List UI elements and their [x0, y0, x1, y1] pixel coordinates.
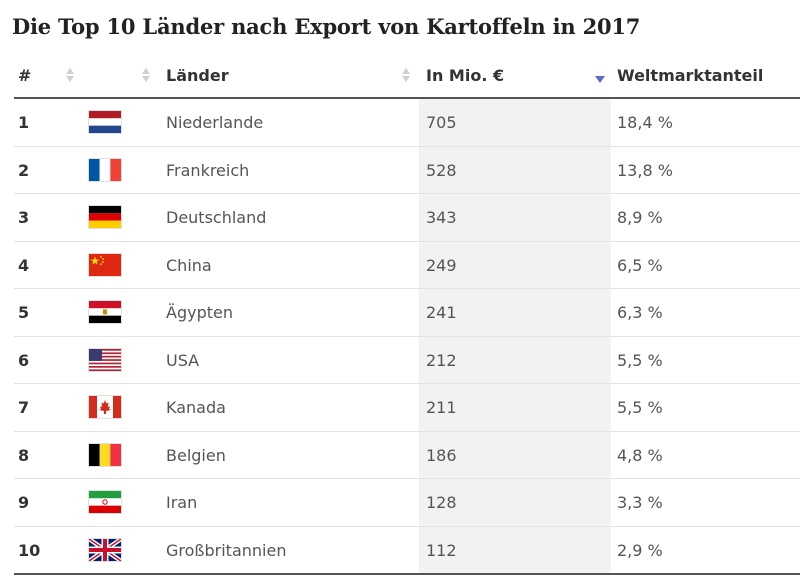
table-row: 5 Ägypten 241 6,3 %: [14, 289, 800, 337]
header-country[interactable]: Länder: [166, 66, 229, 85]
country-cell: Deutschland: [166, 208, 267, 227]
usa-flag-icon: [89, 348, 121, 371]
china-flag-icon: [89, 253, 121, 276]
table-row: 7 Kanada 211 5,5 %: [14, 384, 800, 432]
belgium-flag-icon: [89, 443, 121, 466]
share-cell: 4,8 %: [617, 445, 663, 465]
germany-flag-icon: [89, 206, 121, 228]
value-cell: 212: [426, 350, 457, 370]
share-cell: 18,4 %: [617, 113, 673, 132]
value-cell: 186: [426, 445, 457, 465]
table-row: 4 China 249 6,5 %: [14, 241, 800, 289]
canada-flag-icon: [89, 396, 121, 418]
table-row: 1 Niederlande 705 18,4 %: [14, 99, 800, 147]
egypt-flag-icon: [89, 301, 121, 323]
header-value[interactable]: In Mio. €: [426, 66, 505, 85]
country-cell: USA: [166, 350, 200, 370]
page-title: Die Top 10 Länder nach Export von Kartof…: [12, 14, 641, 39]
france-flag-icon: [89, 158, 121, 181]
share-cell: 2,9 %: [617, 540, 663, 560]
rank-cell: 9: [18, 493, 30, 512]
table-row: 2 Frankreich 528 13,8 %: [14, 146, 800, 194]
export-table: # Länder In Mio. € Weltmarktanteil 1 Nie…: [14, 56, 800, 575]
sort-share-icon[interactable]: [595, 76, 605, 83]
country-cell: Großbritannien: [166, 540, 287, 560]
share-cell: 13,8 %: [617, 160, 673, 180]
rank-cell: 2: [18, 160, 30, 180]
value-cell: 343: [426, 208, 457, 227]
rank-cell: 5: [18, 303, 30, 322]
uk-flag-icon: [89, 538, 121, 561]
share-cell: 8,9 %: [617, 208, 663, 227]
sort-rank-icon[interactable]: [66, 68, 74, 82]
sort-flag-icon[interactable]: [142, 68, 150, 82]
header-rank: #: [18, 66, 32, 85]
value-cell: 528: [426, 160, 457, 180]
rank-cell: 6: [18, 350, 30, 370]
value-cell: 241: [426, 303, 457, 322]
share-cell: 3,3 %: [617, 493, 663, 512]
rank-cell: 3: [18, 208, 30, 227]
country-cell: Kanada: [166, 398, 226, 417]
share-cell: 6,5 %: [617, 255, 663, 275]
share-cell: 5,5 %: [617, 398, 663, 417]
table-body: 1 Niederlande 705 18,4 % 2 Frankreich 52…: [14, 99, 800, 575]
rank-cell: 1: [18, 113, 30, 132]
value-cell: 112: [426, 540, 457, 560]
iran-flag-icon: [89, 491, 121, 513]
table-row: 10 Großbritannien 112 2,9 %: [14, 526, 800, 575]
share-cell: 5,5 %: [617, 350, 663, 370]
sort-country-icon[interactable]: [402, 68, 410, 82]
value-cell: 128: [426, 493, 457, 512]
country-cell: Iran: [166, 493, 198, 512]
country-cell: China: [166, 255, 212, 275]
rank-cell: 8: [18, 445, 30, 465]
value-cell: 249: [426, 255, 457, 275]
header-share[interactable]: Weltmarktanteil: [617, 66, 764, 85]
table-row: 3 Deutschland 343 8,9 %: [14, 194, 800, 242]
country-cell: Belgien: [166, 445, 226, 465]
table-row: 6 USA 212 5,5 %: [14, 336, 800, 384]
rank-cell: 4: [18, 255, 30, 275]
table-row: 9 Iran 128 3,3 %: [14, 479, 800, 527]
table-header: # Länder In Mio. € Weltmarktanteil: [14, 56, 800, 99]
share-cell: 6,3 %: [617, 303, 663, 322]
netherlands-flag-icon: [89, 111, 121, 133]
country-cell: Ägypten: [166, 303, 233, 322]
table-row: 8 Belgien 186 4,8 %: [14, 431, 800, 479]
rank-cell: 7: [18, 398, 30, 417]
country-cell: Niederlande: [166, 113, 264, 132]
value-cell: 705: [426, 113, 457, 132]
value-cell: 211: [426, 398, 457, 417]
country-cell: Frankreich: [166, 160, 250, 180]
rank-cell: 10: [18, 540, 41, 560]
